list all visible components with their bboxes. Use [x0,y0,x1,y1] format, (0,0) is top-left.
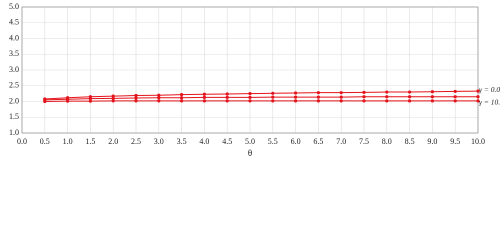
x-tick-label: 7.0 [336,137,346,146]
data-point [180,96,184,100]
series-label: γ = 0.01 [479,85,500,94]
data-point [316,95,320,99]
y-tick-label: 3.0 [9,65,19,74]
x-tick-label: 9.5 [450,137,460,146]
y-tick-label: 2.0 [9,96,19,105]
data-point [476,99,480,103]
data-point [453,95,457,99]
data-point [111,96,115,100]
x-tick-label: 8.5 [405,137,415,146]
x-tick-label: 3.0 [154,137,164,146]
x-tick-label: 2.5 [131,137,141,146]
data-point [408,95,412,99]
x-tick-label: 7.5 [359,137,369,146]
data-point [362,90,366,94]
data-point [476,89,480,93]
y-tick-label: 3.5 [9,49,19,58]
data-point [362,99,366,103]
page: θ 1.0 1.5 2.0 2.5 3.0 3.5 4.0 4.5 5.0 0.0 0.5 1.0 1.… [9,1,500,159]
data-point [88,99,92,103]
data-point [453,99,457,103]
x-tick-label: 8.0 [382,137,392,146]
data-point [43,99,47,104]
data-point [294,95,298,99]
data-point [294,91,298,95]
y-tick-label: 1.0 [9,128,19,137]
data-point [453,89,457,94]
data-point [157,96,161,100]
x-tick-label: 0.5 [40,137,50,146]
data-point [202,92,206,96]
data-point [385,95,389,99]
y-tick-label: 1.5 [9,112,19,121]
data-point [157,99,161,103]
data-point [134,99,138,103]
data-point [248,99,252,103]
data-point [180,99,184,103]
data-point [134,93,138,98]
data-point [339,95,343,99]
data-point [248,92,252,96]
x-tick-label: 6.5 [313,137,323,146]
x-tick-label: 10.0 [471,137,485,146]
data-point [157,93,161,97]
data-point [225,99,229,103]
x-axis-label: θ [248,148,252,158]
data-point [271,99,275,103]
data-point [385,99,389,103]
x-tick-label: 6.0 [291,137,301,146]
y-tick-label: 2.5 [9,81,19,90]
data-point [225,92,229,96]
data-point [271,95,275,99]
chart: θ 1.0 1.5 2.0 2.5 3.0 3.5 4.0 4.5 5.0 0.0 0.5 1.0 1.… [9,2,500,158]
data-point [339,91,343,95]
data-point [248,95,252,100]
x-tick-label: 1.0 [63,137,73,146]
series-label: γ = 10.0 [479,98,500,107]
data-point [66,99,70,103]
x-tick-label: 4.0 [199,137,209,146]
data-point [362,95,366,99]
series-line [44,96,478,101]
y-tick-label: 4.0 [9,33,19,42]
data-point [225,95,229,100]
data-point [202,95,206,100]
data-point [111,99,115,103]
data-point [271,91,275,95]
data-point [316,99,320,103]
data-point [294,99,298,103]
y-tick-label: 4.5 [9,18,19,27]
data-point [88,97,92,101]
x-tick-label: 1.5 [85,137,95,146]
x-tick-label: 3.5 [177,137,187,146]
series-line [44,100,478,102]
data-point [111,94,115,98]
data-point [339,99,343,103]
data-point [430,90,434,94]
data-point [430,95,434,99]
data-point [476,95,480,99]
x-tick-label: 5.5 [268,137,278,146]
x-tick-label: 4.5 [222,137,232,146]
data-point [180,92,184,97]
data-point [430,99,434,103]
y-tick-label: 5.0 [9,2,19,11]
plot-frame [21,6,479,134]
x-tick-label: 5.0 [245,137,255,146]
x-tick-label: 9.0 [427,137,437,146]
data-point [134,96,138,100]
data-point [408,99,412,103]
data-point [316,91,320,95]
x-tick-label: 2.0 [108,137,118,146]
data-point [385,90,389,94]
series-line [44,90,479,100]
data-point [202,99,206,103]
data-point [408,90,412,94]
x-tick-label: 0.0 [17,137,27,146]
